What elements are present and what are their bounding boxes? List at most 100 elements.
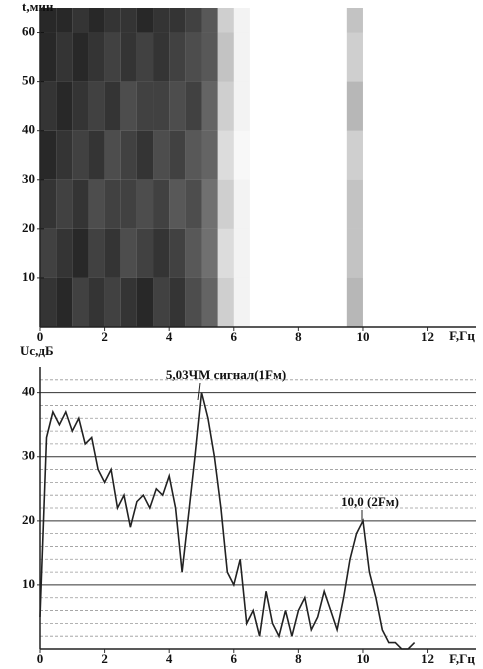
heat-cell [250,180,266,229]
heat-cell [120,277,137,327]
heat-cell [233,228,250,278]
x-tick-label: 4 [166,651,173,666]
heat-cell [153,32,170,82]
x-tick-label: 2 [101,651,108,666]
heat-cell [379,180,395,229]
heat-cell [201,130,218,180]
heat-cell [169,228,186,278]
heat-cell [379,8,395,33]
heat-cell [444,229,460,278]
heat-cell [331,278,347,327]
heat-cell [346,32,363,82]
heat-cell [169,81,186,131]
heat-cell [234,131,250,180]
heat-cell [169,8,186,33]
heat-cell [298,131,314,180]
heat-cell [363,180,379,229]
heat-cell [315,8,331,33]
heat-cell [40,8,57,33]
heat-cell [266,131,282,180]
heat-cell [346,277,363,327]
heat-cell [266,33,282,82]
heat-cell [169,277,186,327]
heat-cell [250,33,266,82]
heat-cell [395,82,411,131]
heat-cell [282,33,298,82]
heat-cell [136,81,154,131]
heat-cell [88,277,105,327]
heat-cell [444,82,460,131]
heat-cell [185,8,202,33]
heat-cell [411,82,427,131]
heat-cell [282,82,298,131]
heat-cell [201,277,218,327]
heat-cell [217,130,234,180]
heat-cell [217,81,234,131]
x-tick-label: 10 [356,329,369,344]
heat-cell [185,228,202,278]
heat-cell [411,278,427,327]
heat-cell [266,180,282,229]
heat-cell [72,81,89,131]
heat-cell [331,33,347,82]
heat-cell [136,8,154,33]
heat-cell [363,229,379,278]
heat-cell [379,131,395,180]
heat-cell [346,179,363,229]
heat-cell [136,179,154,229]
heat-cell [153,8,170,33]
heat-cell [331,131,347,180]
heat-cell [136,228,154,278]
heat-cell [444,131,460,180]
heat-cell [315,131,331,180]
x-tick-label: 8 [295,329,302,344]
heat-cell [185,179,202,229]
heat-cell [136,32,154,82]
y-tick-label: 30 [22,171,35,186]
heat-cell [217,228,234,278]
heat-cell [72,8,89,33]
heat-cell [88,179,105,229]
heat-cell [201,81,218,131]
heat-cell [315,180,331,229]
heat-cell [298,33,314,82]
heat-cell [201,32,218,82]
heat-cell [56,8,73,33]
heat-cell [411,33,427,82]
heat-cell [88,32,105,82]
heat-cell [56,32,73,82]
heat-cell [250,82,266,131]
x-tick-label: 12 [421,329,434,344]
heat-cell [428,8,444,33]
heat-cell [185,32,202,82]
x-tick-label: 10 [356,651,369,666]
heat-cell [56,81,73,131]
heat-cell [363,131,379,180]
heat-cell [298,82,314,131]
heat-cell [104,32,121,82]
x-tick-label: 2 [101,329,108,344]
heat-cell [104,81,121,131]
x-tick-label: 6 [231,651,238,666]
heat-cell [72,32,89,82]
heat-cell [72,277,89,327]
heat-cell [40,228,57,278]
heat-cell [379,33,395,82]
heat-cell [88,8,105,33]
x-tick-label: 0 [37,651,44,666]
heat-cell [40,179,57,229]
y-tick-label: 10 [22,576,35,591]
heat-cell [444,278,460,327]
heat-cell [185,277,202,327]
heat-cell [266,229,282,278]
heat-cell [72,228,89,278]
heat-cell [233,81,250,131]
heat-cell [233,32,250,82]
y-tick-label: 30 [22,448,35,463]
heat-cell [363,82,379,131]
heat-cell [104,179,121,229]
y-tick-label: 60 [22,24,35,39]
heat-cell [282,8,298,33]
heat-cell [104,8,121,33]
